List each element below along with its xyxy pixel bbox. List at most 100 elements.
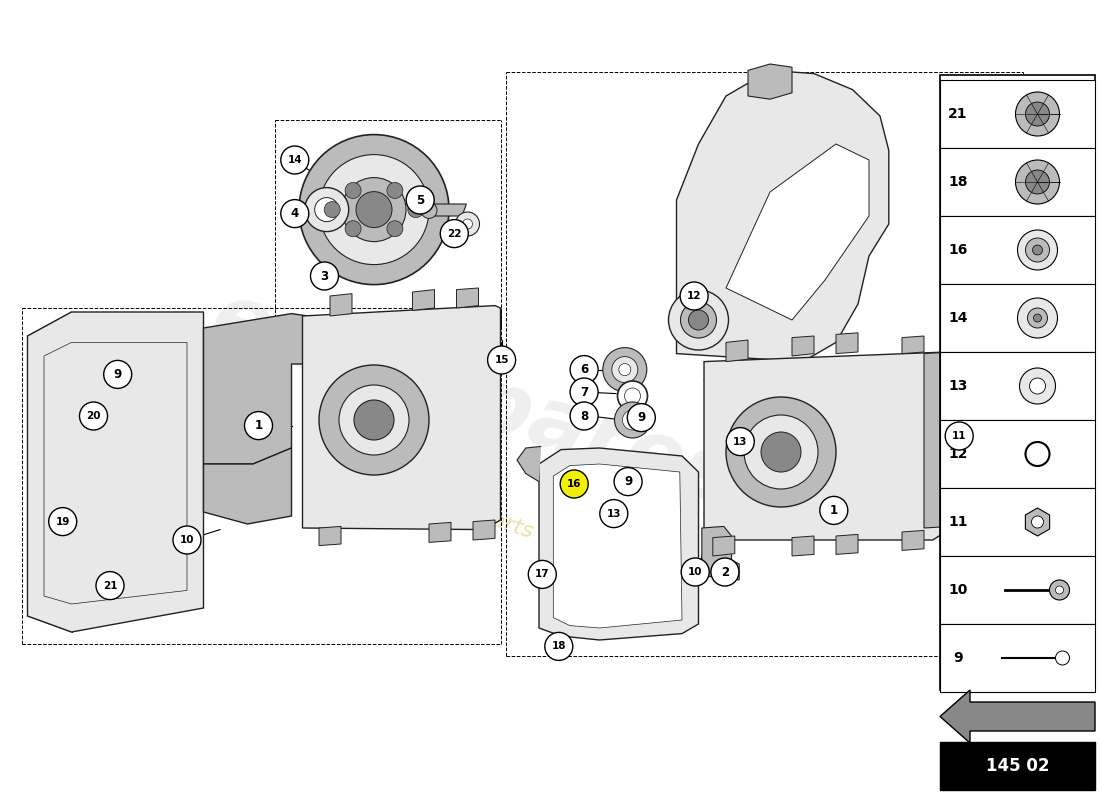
- Circle shape: [681, 558, 710, 586]
- Bar: [940, 284, 1094, 352]
- Circle shape: [603, 347, 647, 391]
- Text: 11: 11: [948, 515, 968, 529]
- Bar: [940, 742, 1094, 790]
- Circle shape: [689, 310, 708, 330]
- Circle shape: [319, 365, 429, 475]
- Text: a passion for parts since 1985: a passion for parts since 1985: [332, 458, 658, 582]
- Circle shape: [669, 290, 728, 350]
- Polygon shape: [902, 530, 924, 550]
- Circle shape: [1032, 516, 1044, 528]
- Polygon shape: [1025, 508, 1049, 536]
- Circle shape: [570, 378, 598, 406]
- Text: 9: 9: [637, 411, 646, 424]
- Circle shape: [726, 397, 836, 507]
- Circle shape: [680, 282, 708, 310]
- Polygon shape: [44, 342, 187, 604]
- Circle shape: [96, 571, 124, 600]
- Circle shape: [1025, 102, 1049, 126]
- Circle shape: [173, 526, 201, 554]
- Circle shape: [324, 202, 340, 218]
- Text: 20: 20: [86, 411, 101, 421]
- Circle shape: [570, 402, 598, 430]
- Circle shape: [315, 198, 339, 222]
- Circle shape: [1033, 245, 1043, 255]
- Circle shape: [1025, 238, 1049, 262]
- Circle shape: [1056, 586, 1064, 594]
- Polygon shape: [836, 333, 858, 354]
- Text: 9: 9: [954, 651, 962, 665]
- Circle shape: [1018, 298, 1057, 338]
- Circle shape: [1049, 580, 1069, 600]
- Circle shape: [615, 402, 650, 438]
- Polygon shape: [204, 448, 292, 524]
- Circle shape: [1025, 442, 1049, 466]
- Text: 10: 10: [179, 535, 195, 545]
- Circle shape: [617, 381, 648, 411]
- Circle shape: [305, 188, 349, 232]
- Circle shape: [345, 221, 361, 237]
- Polygon shape: [319, 526, 341, 546]
- Circle shape: [726, 562, 737, 574]
- Circle shape: [342, 178, 406, 242]
- Text: 21: 21: [948, 107, 968, 121]
- Circle shape: [744, 415, 818, 489]
- Text: 13: 13: [733, 437, 748, 446]
- Circle shape: [440, 219, 469, 248]
- Polygon shape: [704, 352, 952, 540]
- Text: 15: 15: [494, 355, 509, 365]
- Circle shape: [1025, 170, 1049, 194]
- Polygon shape: [553, 464, 682, 628]
- Circle shape: [945, 422, 974, 450]
- Bar: [940, 420, 1094, 488]
- Text: 10: 10: [688, 567, 703, 577]
- Circle shape: [280, 146, 309, 174]
- Circle shape: [761, 432, 801, 472]
- Polygon shape: [836, 534, 858, 554]
- Polygon shape: [429, 204, 466, 216]
- Circle shape: [625, 388, 640, 404]
- Polygon shape: [330, 294, 352, 316]
- Polygon shape: [792, 336, 814, 356]
- Polygon shape: [412, 290, 434, 310]
- Text: 22: 22: [447, 229, 462, 238]
- Circle shape: [528, 560, 557, 589]
- Polygon shape: [902, 336, 924, 354]
- Text: 12: 12: [686, 291, 702, 301]
- Text: eurospares: eurospares: [201, 277, 745, 523]
- Text: 5: 5: [416, 194, 425, 206]
- Circle shape: [103, 360, 132, 389]
- Text: 4: 4: [290, 207, 299, 220]
- Circle shape: [406, 186, 434, 214]
- Circle shape: [1020, 368, 1056, 404]
- Text: 8: 8: [580, 410, 588, 422]
- Bar: [940, 556, 1094, 624]
- Circle shape: [623, 410, 642, 430]
- Circle shape: [354, 400, 394, 440]
- Circle shape: [544, 632, 573, 661]
- Polygon shape: [924, 352, 952, 528]
- Circle shape: [339, 385, 409, 455]
- Text: 19: 19: [55, 517, 70, 526]
- Polygon shape: [429, 522, 451, 542]
- Circle shape: [356, 192, 392, 227]
- Circle shape: [600, 499, 628, 528]
- Circle shape: [244, 411, 273, 439]
- Text: 9: 9: [113, 368, 122, 381]
- Bar: [940, 352, 1094, 420]
- Circle shape: [681, 302, 716, 338]
- Text: 16: 16: [566, 479, 582, 489]
- Text: 9: 9: [624, 475, 632, 488]
- Circle shape: [820, 496, 848, 525]
- Text: 1: 1: [254, 419, 263, 432]
- Polygon shape: [28, 312, 204, 632]
- Circle shape: [560, 470, 588, 498]
- Circle shape: [612, 357, 638, 382]
- Text: 3: 3: [320, 270, 329, 282]
- Circle shape: [1030, 378, 1045, 394]
- Polygon shape: [792, 536, 814, 556]
- Text: 2: 2: [720, 566, 729, 578]
- Circle shape: [1056, 651, 1069, 665]
- Circle shape: [387, 182, 403, 198]
- Bar: [940, 75, 1094, 690]
- Circle shape: [487, 346, 516, 374]
